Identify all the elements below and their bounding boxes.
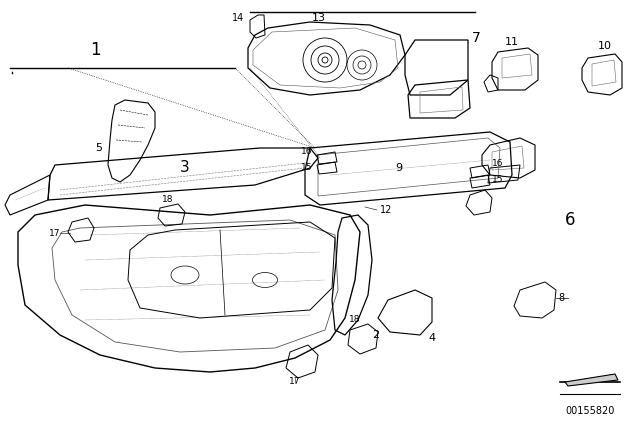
Text: 17: 17 <box>49 228 60 237</box>
Text: 10: 10 <box>598 41 612 51</box>
Text: 12: 12 <box>380 205 392 215</box>
Text: 8: 8 <box>558 293 564 303</box>
Text: 5: 5 <box>95 143 102 153</box>
Text: 16: 16 <box>492 159 504 168</box>
Text: 14: 14 <box>232 13 244 23</box>
Text: 4: 4 <box>428 333 435 343</box>
Text: 2: 2 <box>372 330 379 340</box>
Text: 17: 17 <box>289 378 301 387</box>
Text: 18: 18 <box>349 315 361 324</box>
Polygon shape <box>565 374 618 386</box>
Text: 16: 16 <box>301 147 312 156</box>
Text: 9: 9 <box>395 163 402 173</box>
Text: 18: 18 <box>163 195 173 204</box>
Text: 00155820: 00155820 <box>565 406 614 416</box>
Text: 15: 15 <box>492 176 504 185</box>
Text: 15: 15 <box>301 164 312 172</box>
Text: 11: 11 <box>505 37 519 47</box>
Text: 13: 13 <box>312 13 326 23</box>
Text: 7: 7 <box>472 31 481 45</box>
Text: 1: 1 <box>90 41 100 59</box>
Text: 3: 3 <box>180 160 190 176</box>
Text: 6: 6 <box>564 211 575 229</box>
